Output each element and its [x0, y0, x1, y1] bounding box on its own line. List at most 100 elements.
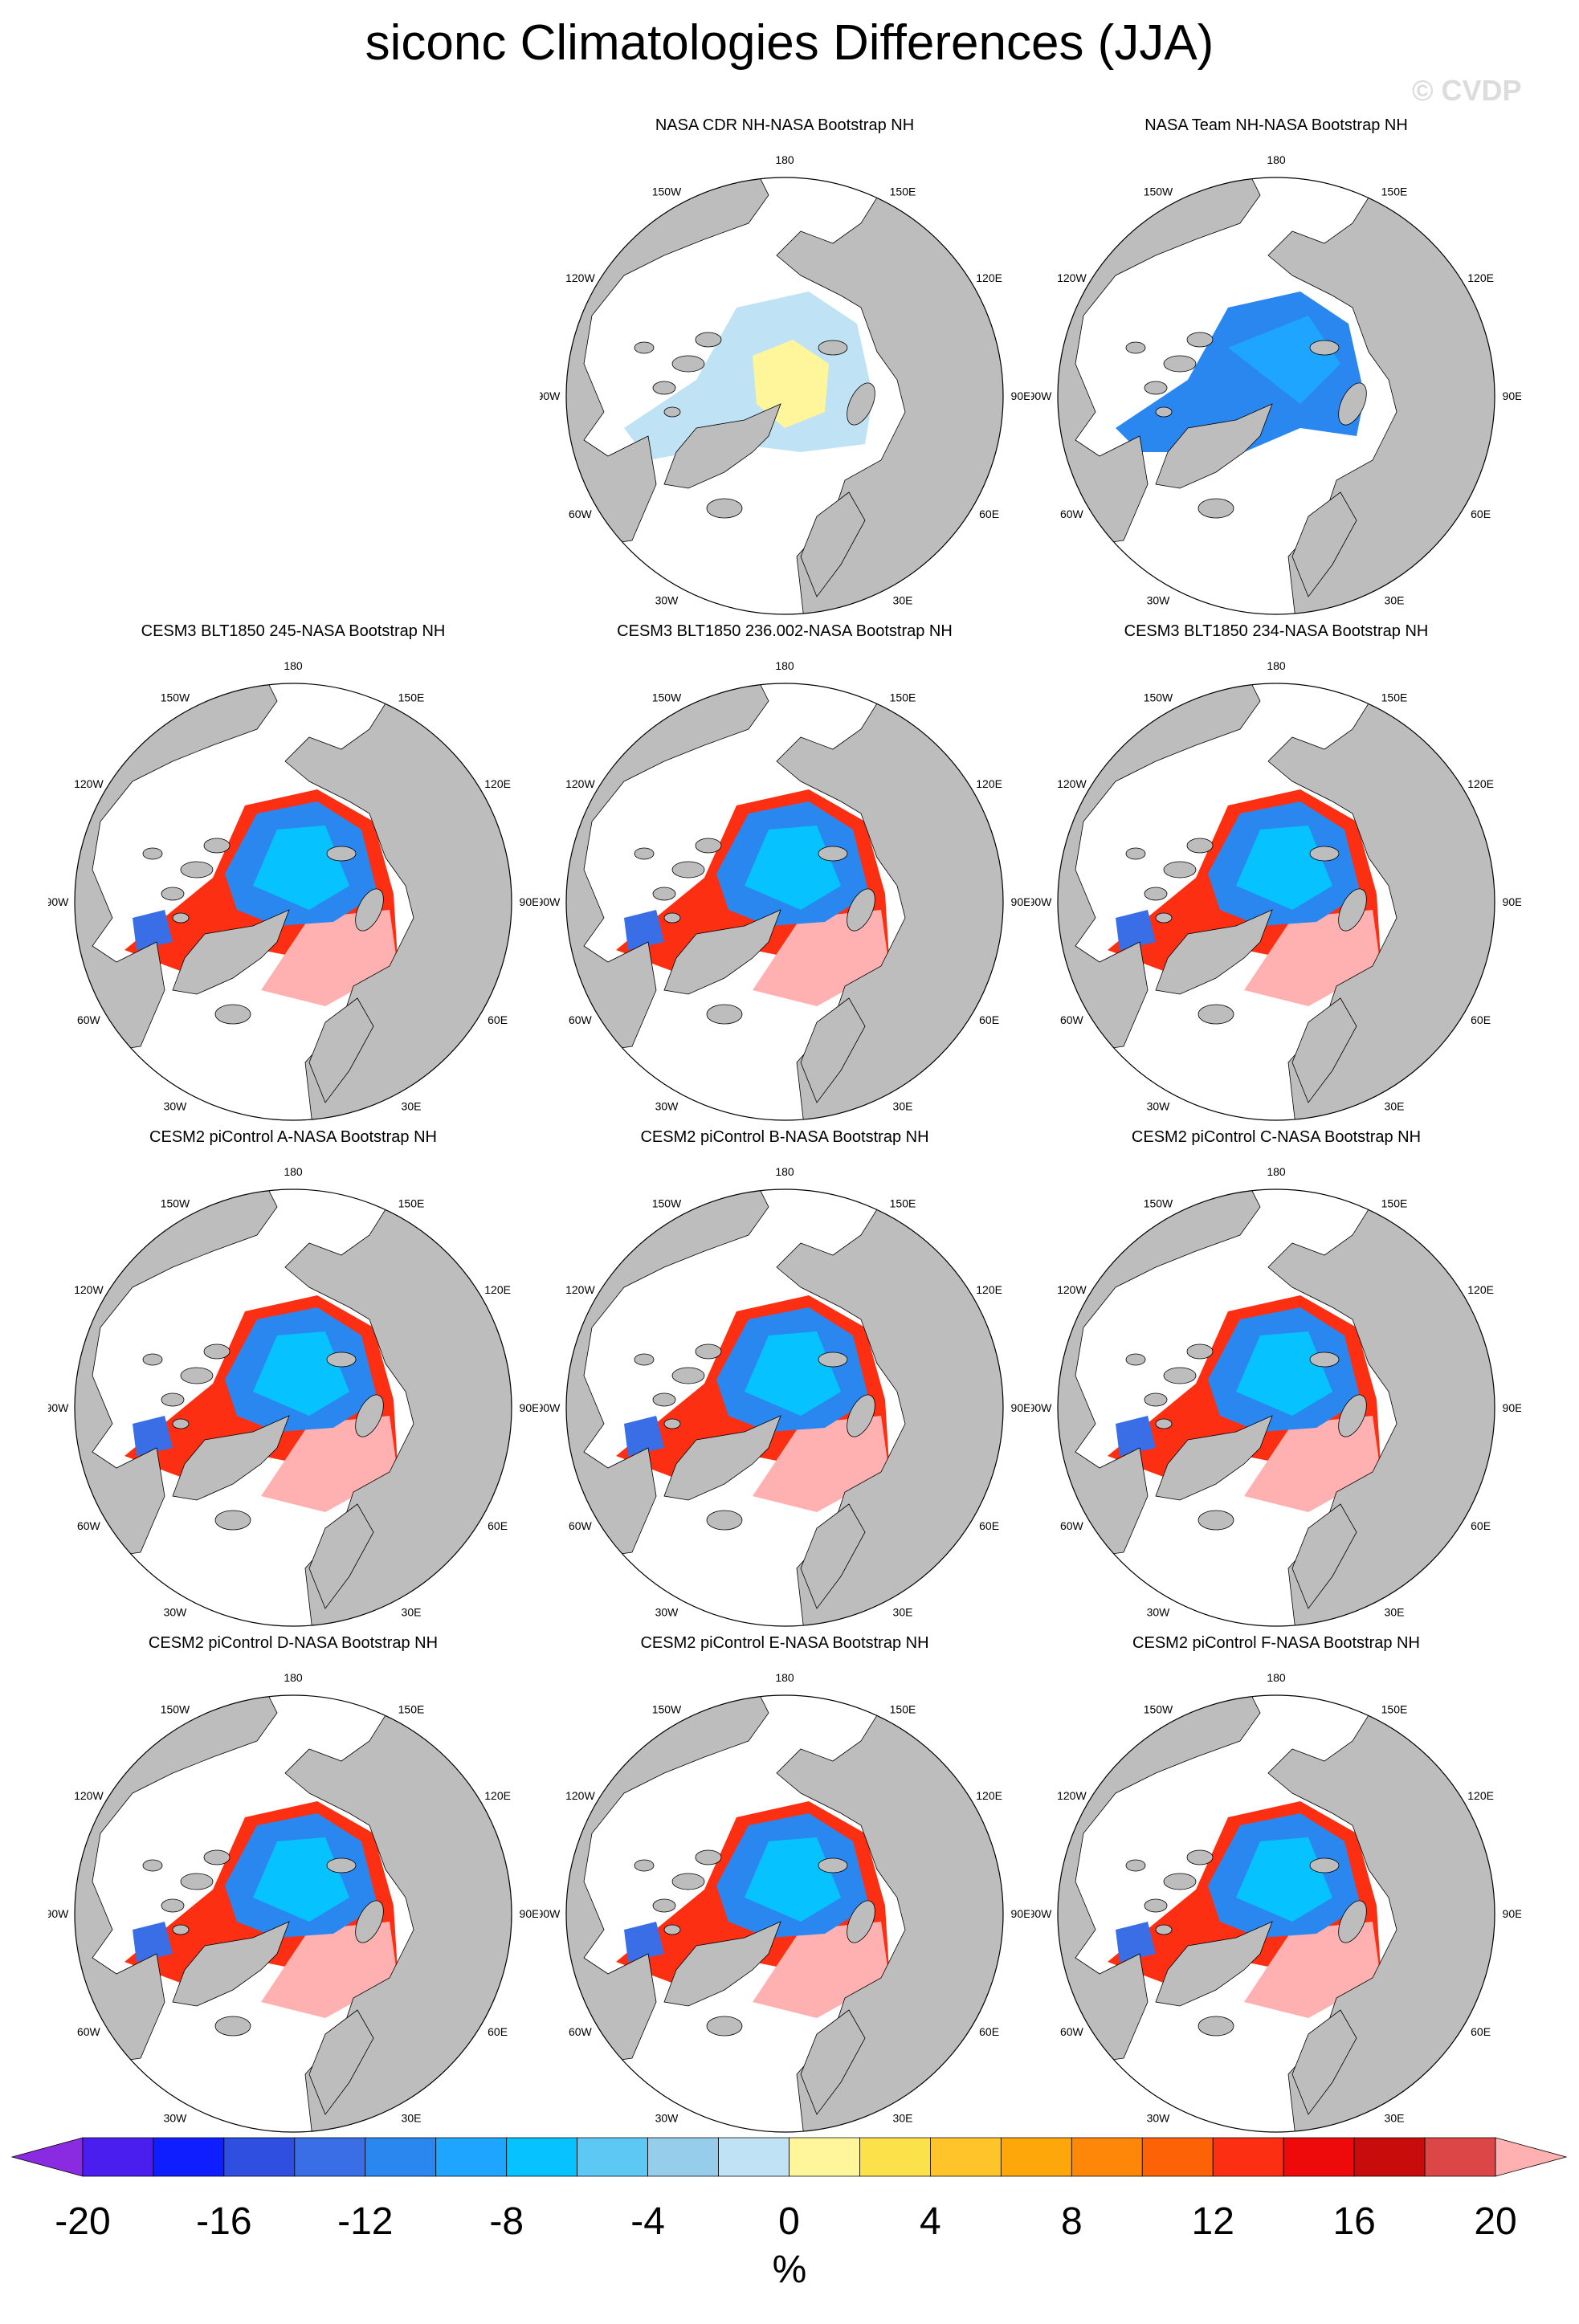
- lon-tick-label: 120E: [1467, 1283, 1494, 1296]
- lon-tick-label: 30E: [893, 594, 913, 607]
- lon-tick-label: 60E: [488, 1013, 508, 1026]
- colorbar-swatch: [1283, 2137, 1355, 2177]
- map-panel: NASA Team NH-NASA Bootstrap NH 180 150E 120…: [1031, 116, 1521, 615]
- lon-tick-label: 90E: [1503, 1401, 1521, 1414]
- map-panel: CESM2 piControl D-NASA Bootstrap NH 180 15…: [48, 1634, 538, 2133]
- colorbar-tick-label: -20: [55, 2200, 110, 2243]
- colorbar-tick-label: -16: [196, 2200, 251, 2243]
- lon-tick-label: 150E: [1381, 185, 1408, 198]
- colorbar-tick-label: -8: [489, 2200, 524, 2243]
- lon-tick-label: 90W: [48, 1907, 69, 1920]
- colorbar-swatch: [1000, 2137, 1072, 2177]
- colorbar-swatch: [1424, 2137, 1496, 2177]
- map-border: [565, 1694, 1004, 2133]
- lon-tick-label: 150W: [161, 1197, 190, 1209]
- colorbar-swatch: [10, 2137, 84, 2177]
- lon-tick-label: 60E: [979, 508, 999, 520]
- lon-tick-label: 30W: [655, 594, 679, 607]
- lon-tick-label: 180: [775, 153, 794, 166]
- lon-tick-label: 180: [284, 1671, 303, 1684]
- colorbar-swatch: [435, 2137, 508, 2177]
- lon-tick-label: 30W: [1147, 1606, 1171, 1619]
- colorbar-tick-label: 0: [778, 2200, 800, 2243]
- lon-tick-label: 60W: [1060, 1013, 1084, 1026]
- lon-tick-label: 60W: [77, 1519, 101, 1532]
- map-panel: CESM2 piControl C-NASA Bootstrap NH 180 15…: [1031, 1128, 1521, 1627]
- lon-tick-label: 150W: [1144, 1702, 1173, 1715]
- lon-tick-label: 120E: [976, 271, 1002, 284]
- lon-tick-label: 90E: [520, 895, 538, 908]
- lon-tick-label: 90E: [1503, 1907, 1521, 1920]
- lon-tick-label: 120E: [976, 777, 1002, 790]
- colorbar-tick-label: 12: [1192, 2200, 1234, 2243]
- lon-tick-label: 30E: [893, 2112, 913, 2125]
- lon-tick-label: 120W: [565, 1789, 595, 1802]
- lon-tick-label: 90W: [1031, 895, 1052, 908]
- panel-title: CESM3 BLT1850 234-NASA Bootstrap NH: [1124, 622, 1429, 640]
- colorbar-swatch: [294, 2137, 366, 2177]
- lon-tick-label: 90W: [540, 1907, 561, 1920]
- lon-tick-label: 150W: [652, 691, 682, 703]
- map-border: [565, 1189, 1004, 1627]
- lon-tick-label: 30E: [402, 1606, 422, 1619]
- lon-tick-label: 120W: [1057, 1283, 1087, 1296]
- lon-tick-label: 150E: [398, 1702, 425, 1715]
- lon-tick-label: 180: [1267, 1671, 1286, 1684]
- lon-tick-label: 60E: [1471, 508, 1491, 520]
- map-panel: CESM3 BLT1850 245-NASA Bootstrap NH 180 15…: [48, 622, 538, 1121]
- polar-map: 180150E120E90E60E30E030W60W90W120W150W: [540, 659, 1030, 1121]
- polar-map: 180150E120E90E60E30E030W60W90W120W150W: [1031, 153, 1521, 615]
- colorbar-tick-label: -12: [337, 2200, 393, 2243]
- lon-tick-label: 30W: [164, 1606, 188, 1619]
- map-border: [1057, 1694, 1495, 2133]
- colorbar-swatch: [223, 2137, 296, 2177]
- lon-tick-label: 150E: [1381, 1197, 1408, 1209]
- colorbar-tick-label: -4: [630, 2200, 665, 2243]
- colorbar-svg: -20 -16 -12 -8 -4 0 4 8 12 16 20%: [10, 2137, 1568, 2291]
- panel-title: CESM3 BLT1850 236.002-NASA Bootstrap NH: [617, 622, 953, 640]
- colorbar-tick-label: 4: [920, 2200, 941, 2243]
- lon-tick-label: 90W: [48, 895, 69, 908]
- colorbar-tick-label: 8: [1061, 2200, 1083, 2243]
- lon-tick-label: 120W: [565, 777, 595, 790]
- map-panel: CESM2 piControl F-NASA Bootstrap NH 180 15…: [1031, 1634, 1521, 2133]
- lon-tick-label: 60E: [979, 1013, 999, 1026]
- colorbar-swatch: [1212, 2137, 1284, 2177]
- map-border: [74, 1189, 512, 1627]
- lon-tick-label: 180: [284, 1165, 303, 1178]
- colorbar-swatch: [930, 2137, 1002, 2177]
- lon-tick-label: 30W: [1147, 1100, 1171, 1113]
- colorbar-swatch: [82, 2137, 154, 2177]
- lon-tick-label: 30E: [402, 2112, 422, 2125]
- polar-map: 180150E120E90E60E30E030W60W90W120W150W: [540, 1671, 1030, 2133]
- lon-tick-label: 150W: [652, 1197, 682, 1209]
- lon-tick-label: 90W: [1031, 1907, 1052, 1920]
- lon-tick-label: 30E: [1385, 1606, 1405, 1619]
- lon-tick-label: 120W: [565, 271, 595, 284]
- lon-tick-label: 60W: [569, 1519, 593, 1532]
- colorbar-unit-label: %: [773, 2249, 807, 2291]
- lon-tick-label: 60W: [77, 2025, 101, 2038]
- lon-tick-label: 30W: [164, 2112, 188, 2125]
- figure-title: siconc Climatologies Differences (JJA): [365, 15, 1214, 71]
- lon-tick-label: 120W: [1057, 1789, 1087, 1802]
- lon-tick-label: 90E: [1503, 895, 1521, 908]
- colorbar-tick-label: 20: [1474, 2200, 1516, 2243]
- lon-tick-label: 30W: [1147, 594, 1171, 607]
- colorbar-swatch: [577, 2137, 648, 2177]
- lon-tick-label: 60W: [77, 1013, 101, 1026]
- colorbar: -20 -16 -12 -8 -4 0 4 8 12 16 20%: [0, 2120, 1579, 2313]
- panel-title: CESM2 piControl A-NASA Bootstrap NH: [149, 1128, 437, 1146]
- lon-tick-label: 30E: [1385, 2112, 1405, 2125]
- lon-tick-label: 120E: [976, 1283, 1002, 1296]
- lon-tick-label: 60E: [979, 1519, 999, 1532]
- colorbar-swatch: [1495, 2137, 1568, 2177]
- lon-tick-label: 90W: [1031, 389, 1052, 402]
- lon-tick-label: 90E: [1011, 895, 1030, 908]
- lon-tick-label: 30W: [1147, 2112, 1171, 2125]
- lon-tick-label: 150W: [161, 1702, 190, 1715]
- lon-tick-label: 60E: [1471, 1013, 1491, 1026]
- colorbar-swatch: [718, 2137, 790, 2177]
- lon-tick-label: 90W: [540, 895, 561, 908]
- map-border: [1057, 1189, 1495, 1627]
